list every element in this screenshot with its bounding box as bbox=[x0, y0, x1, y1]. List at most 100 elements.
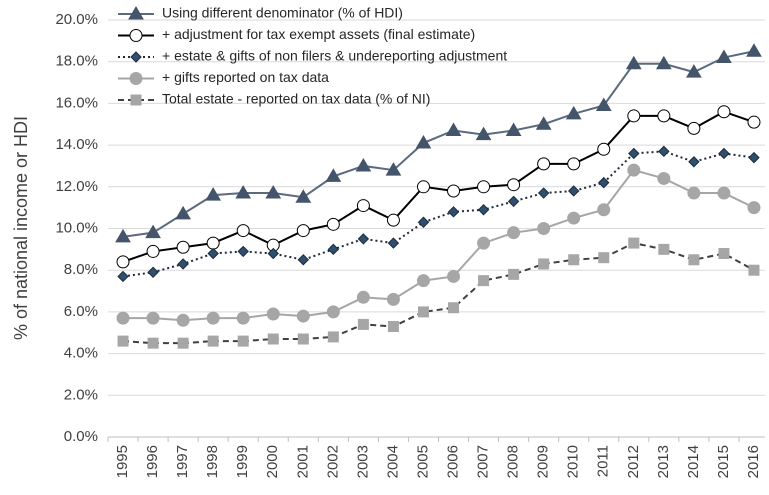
point bbox=[595, 97, 612, 111]
point bbox=[537, 222, 551, 235]
point bbox=[417, 306, 429, 318]
point bbox=[568, 254, 580, 266]
point bbox=[567, 185, 580, 197]
point bbox=[447, 184, 461, 198]
point bbox=[206, 311, 220, 325]
point bbox=[385, 162, 402, 176]
legend: Using different denominator (% of HDI) + … bbox=[118, 5, 507, 107]
point bbox=[597, 203, 611, 217]
x-tick-label: 2004 bbox=[384, 445, 401, 478]
x-tick-label: 2012 bbox=[625, 445, 642, 478]
point bbox=[477, 204, 490, 216]
point bbox=[718, 248, 730, 260]
point bbox=[716, 49, 732, 64]
legend-label: Using different denominator (% of HDI) bbox=[162, 5, 403, 21]
point bbox=[537, 187, 550, 199]
point bbox=[508, 268, 520, 280]
series bbox=[116, 105, 761, 269]
x-tick-label: 2008 bbox=[505, 445, 522, 478]
point bbox=[386, 213, 400, 227]
point bbox=[415, 135, 432, 149]
point bbox=[357, 233, 370, 245]
y-tick-label: 20.0% bbox=[55, 11, 98, 28]
y-tick-label: 10.0% bbox=[55, 219, 98, 236]
point bbox=[117, 335, 129, 347]
point bbox=[115, 228, 131, 243]
point bbox=[116, 255, 130, 269]
point bbox=[356, 290, 370, 304]
y-tick-label: 4.0% bbox=[64, 345, 98, 362]
point bbox=[747, 115, 761, 129]
point bbox=[236, 311, 250, 325]
point bbox=[355, 157, 372, 172]
point bbox=[537, 157, 551, 171]
series bbox=[117, 145, 760, 283]
x-tick-label: 2006 bbox=[444, 445, 461, 478]
point bbox=[628, 147, 640, 160]
point bbox=[567, 211, 581, 225]
x-tick-label: 2010 bbox=[565, 445, 582, 478]
point bbox=[688, 254, 700, 266]
point bbox=[478, 275, 490, 287]
legend-label: + gifts reported on tax data bbox=[162, 69, 329, 85]
series bbox=[115, 43, 762, 243]
y-axis-label: % of national income or HDI bbox=[11, 116, 31, 340]
x-tick-label: 2003 bbox=[354, 445, 371, 478]
point bbox=[326, 305, 340, 319]
point bbox=[267, 247, 279, 260]
point bbox=[598, 176, 610, 189]
point bbox=[325, 168, 342, 182]
point bbox=[688, 156, 700, 168]
point bbox=[748, 264, 760, 276]
point bbox=[535, 116, 552, 130]
point bbox=[177, 337, 189, 349]
point bbox=[538, 258, 550, 270]
point bbox=[386, 292, 400, 306]
point bbox=[477, 180, 491, 194]
y-tick-label: 0.0% bbox=[64, 428, 98, 445]
point bbox=[357, 318, 369, 330]
point bbox=[175, 205, 191, 220]
point bbox=[146, 311, 160, 325]
point bbox=[625, 55, 642, 70]
point bbox=[296, 224, 310, 238]
point bbox=[416, 180, 430, 194]
point bbox=[627, 109, 641, 123]
point bbox=[387, 320, 399, 332]
point bbox=[718, 147, 730, 160]
point bbox=[387, 237, 400, 249]
point bbox=[658, 243, 670, 255]
legend-marker bbox=[130, 51, 142, 63]
y-tick-label: 8.0% bbox=[64, 261, 98, 278]
point bbox=[147, 337, 159, 349]
legend-label: Total estate - reported on tax data (% o… bbox=[162, 91, 430, 107]
point bbox=[176, 313, 190, 327]
point bbox=[176, 240, 190, 254]
point bbox=[145, 224, 161, 239]
point bbox=[686, 64, 702, 78]
series-line bbox=[123, 168, 755, 322]
y-tick-label: 16.0% bbox=[55, 94, 98, 111]
point bbox=[717, 105, 731, 119]
point bbox=[207, 247, 219, 260]
y-tick-label: 14.0% bbox=[55, 136, 98, 153]
point bbox=[297, 333, 309, 345]
point bbox=[297, 254, 310, 266]
x-tick-label: 2000 bbox=[264, 445, 281, 478]
point bbox=[235, 185, 252, 199]
point bbox=[237, 335, 249, 347]
series-line bbox=[122, 242, 755, 345]
point bbox=[207, 335, 219, 347]
point bbox=[598, 252, 610, 264]
point bbox=[327, 331, 339, 343]
point bbox=[507, 195, 520, 208]
x-tick-label: 1997 bbox=[174, 445, 191, 478]
series-line bbox=[122, 50, 755, 238]
point bbox=[295, 189, 312, 203]
legend-marker bbox=[129, 29, 143, 42]
point bbox=[687, 186, 701, 200]
point bbox=[205, 187, 222, 201]
legend-marker bbox=[129, 72, 143, 85]
legend-label: + adjustment for tax exempt assets (fina… bbox=[162, 26, 475, 42]
